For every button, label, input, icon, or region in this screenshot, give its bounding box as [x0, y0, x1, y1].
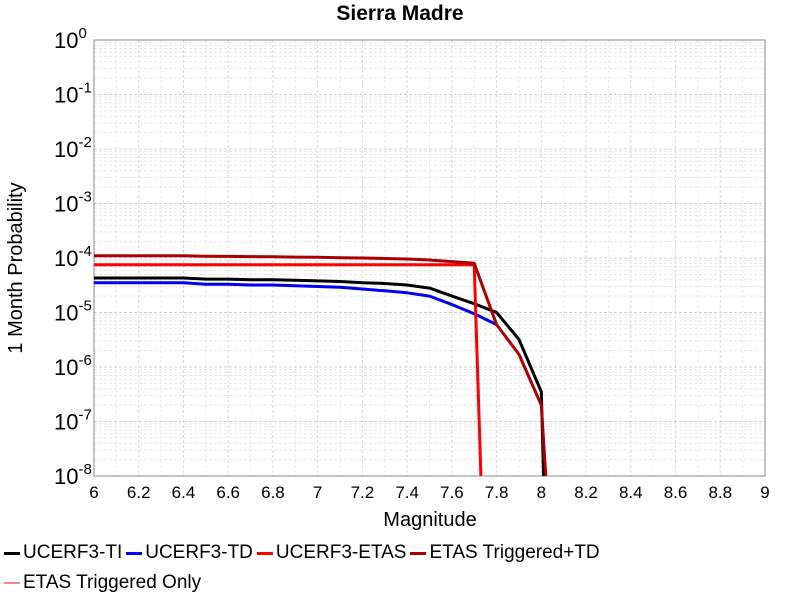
- x-tick-label: 6.8: [261, 483, 285, 502]
- y-tick-label: 10-4: [54, 243, 92, 271]
- legend-item-ucerf3-etas: UCERF3-ETAS: [256, 542, 407, 564]
- legend-label-ucerf3-ti: UCERF3-TI: [23, 542, 123, 563]
- legend-swatch-ucerf3-ti: [4, 551, 20, 555]
- x-tick-label: 9: [760, 483, 769, 502]
- legend: UCERF3-TI UCERF3-TD UCERF3-ETAS ETAS Tri…: [4, 538, 764, 598]
- legend-item-etas-triggered-td: ETAS Triggered+TD: [410, 542, 600, 564]
- chart-svg: 6 6.2 6.4 6.6 6.8 7 7.2 7.4 7.6 7.8 8 8.2 8.4 8.6 8.8 9…: [5, 2, 770, 531]
- y-axis-label: 1 Month Probability: [5, 182, 27, 353]
- legend-item-ucerf3-ti: UCERF3-TI: [4, 542, 122, 564]
- x-tick-label: 6.2: [127, 483, 151, 502]
- x-tick-label: 7.2: [351, 483, 375, 502]
- legend-swatch-ucerf3-etas: [256, 551, 273, 555]
- series-line-2: [94, 263, 483, 477]
- legend-swatch-etas-triggered-td: [410, 551, 427, 555]
- chart-title: Sierra Madre: [336, 2, 463, 25]
- x-tick-label: 7: [313, 483, 322, 502]
- x-tick-label: 6.6: [216, 483, 240, 502]
- x-tick-label: 7.6: [440, 483, 464, 502]
- series-line-1: [94, 281, 498, 326]
- x-tick-label: 8.8: [708, 483, 732, 502]
- x-tick-label: 7.4: [395, 483, 419, 502]
- y-tick-label: 10-7: [54, 407, 92, 435]
- legend-label-etas-triggered-td: ETAS Triggered+TD: [429, 542, 600, 563]
- y-tick-label: 10-8: [54, 461, 92, 489]
- x-tick-label: 6.4: [172, 483, 196, 502]
- y-tick-label: 10-3: [54, 189, 92, 217]
- x-tick-label: 8.6: [664, 483, 688, 502]
- y-tick-label: 10-6: [54, 352, 92, 380]
- x-axis-label: Magnitude: [383, 509, 476, 531]
- x-tick-label: 7.8: [485, 483, 509, 502]
- legend-item-etas-triggered-only: ETAS Triggered Only: [4, 572, 201, 594]
- x-tick-label: 8.4: [619, 483, 643, 502]
- y-tick-label: 10-1: [54, 80, 92, 108]
- y-tick-label: 100: [54, 25, 87, 53]
- legend-swatch-ucerf3-td: [126, 551, 143, 555]
- x-tick-labels: 6 6.2 6.4 6.6 6.8 7 7.2 7.4 7.6 7.8 8 8.2 8.4 8.6 8.8 9: [89, 483, 769, 502]
- x-tick-label: 8: [537, 483, 546, 502]
- legend-row-2: ETAS Triggered Only: [4, 568, 764, 598]
- series-lines: [94, 254, 548, 477]
- legend-label-ucerf3-etas: UCERF3-ETAS: [275, 542, 407, 563]
- x-tick-label: 6: [89, 483, 98, 502]
- legend-label-etas-triggered-only: ETAS Triggered Only: [23, 572, 202, 593]
- series-line-0: [94, 276, 546, 477]
- series-line-3: [94, 254, 548, 477]
- y-tick-labels: 100 10-1 10-2 10-3 10-4 10-5 10-6 10-7 10-8: [54, 25, 92, 489]
- x-tick-label: 8.2: [574, 483, 598, 502]
- y-tick-label: 10-5: [54, 298, 92, 326]
- legend-item-ucerf3-td: UCERF3-TD: [126, 542, 253, 564]
- plot-area: [93, 39, 766, 477]
- y-tick-label: 10-2: [54, 134, 92, 162]
- grid: [93, 39, 766, 477]
- legend-label-ucerf3-td: UCERF3-TD: [145, 542, 253, 563]
- legend-row-1: UCERF3-TI UCERF3-TD UCERF3-ETAS ETAS Tri…: [4, 538, 764, 568]
- legend-swatch-etas-triggered-only: [4, 582, 20, 584]
